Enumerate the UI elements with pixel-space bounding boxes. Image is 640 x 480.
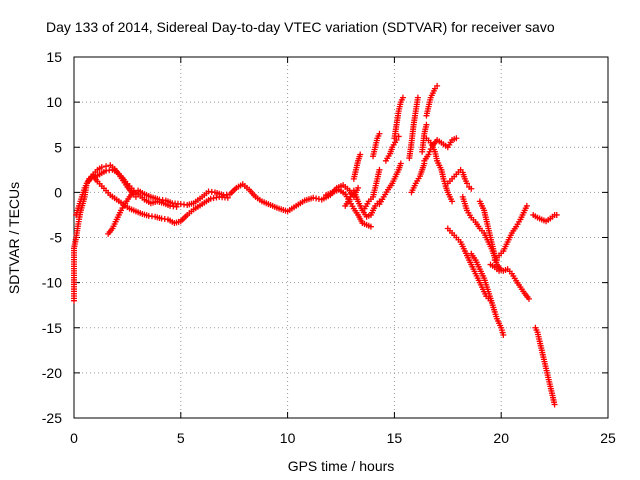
data-point bbox=[468, 185, 475, 192]
y-tick-label: 10 bbox=[46, 94, 62, 110]
data-point bbox=[393, 137, 400, 144]
y-tick-label: -10 bbox=[42, 275, 62, 291]
x-tick-label: 0 bbox=[70, 430, 78, 446]
data-point bbox=[224, 194, 231, 201]
data-point bbox=[464, 180, 471, 187]
data-point bbox=[399, 94, 406, 101]
data-point bbox=[395, 133, 402, 140]
tick-labels: 0 5 10 15 20 25 -25 -20 -15 -10 -5 0 5 10 15 bbox=[42, 49, 616, 446]
chart-title: Day 133 of 2014, Sidereal Day-to-day VTE… bbox=[46, 19, 555, 35]
data-point bbox=[500, 331, 507, 338]
data-points bbox=[71, 82, 560, 408]
y-tick-label: -20 bbox=[42, 365, 62, 381]
y-tick-label: -25 bbox=[42, 410, 62, 426]
x-tick-label: 5 bbox=[177, 430, 185, 446]
data-point bbox=[347, 193, 354, 200]
data-point bbox=[355, 184, 362, 191]
data-point bbox=[132, 193, 139, 200]
data-point bbox=[553, 211, 560, 218]
y-tick-label: -15 bbox=[42, 320, 62, 336]
data-point bbox=[397, 160, 404, 167]
y-tick-label: -5 bbox=[50, 230, 63, 246]
data-point bbox=[449, 198, 456, 205]
x-tick-label: 10 bbox=[280, 430, 296, 446]
y-tick-label: 5 bbox=[54, 139, 62, 155]
data-point bbox=[346, 196, 353, 203]
data-point bbox=[376, 166, 383, 173]
y-axis-label: SDTVAR / TECUs bbox=[6, 182, 22, 294]
y-tick-label: 15 bbox=[46, 49, 62, 65]
data-point bbox=[423, 121, 430, 128]
data-point bbox=[425, 151, 432, 158]
x-axis-label: GPS time / hours bbox=[288, 458, 395, 474]
data-point bbox=[173, 203, 180, 210]
data-point bbox=[551, 401, 558, 408]
data-point bbox=[434, 82, 441, 89]
y-tick-label: 0 bbox=[54, 184, 62, 200]
data-point bbox=[357, 151, 364, 158]
data-point bbox=[523, 202, 530, 209]
x-tick-label: 25 bbox=[600, 430, 616, 446]
data-point bbox=[98, 164, 105, 171]
data-point bbox=[426, 148, 433, 155]
data-point bbox=[376, 130, 383, 137]
data-point bbox=[103, 163, 110, 170]
x-tick-label: 15 bbox=[387, 430, 403, 446]
axis-ticks bbox=[73, 56, 609, 419]
x-tick-label: 20 bbox=[493, 430, 509, 446]
data-point bbox=[367, 223, 374, 230]
data-point bbox=[453, 135, 460, 142]
data-point bbox=[525, 295, 532, 302]
data-point bbox=[414, 94, 421, 101]
gridlines bbox=[74, 57, 608, 418]
